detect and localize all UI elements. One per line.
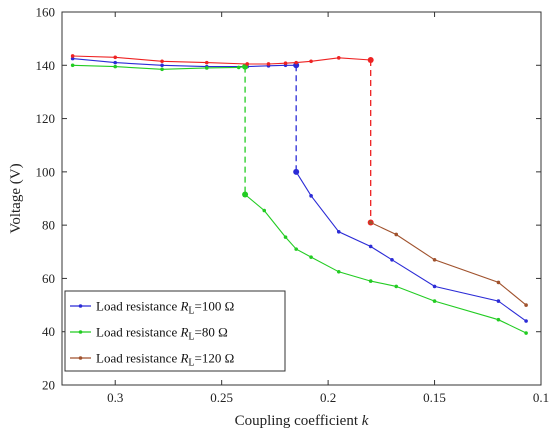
series-lower-point xyxy=(262,208,267,213)
y-tick-label: 140 xyxy=(36,58,56,73)
series-lower-point xyxy=(368,279,373,283)
series-lower-point xyxy=(432,284,437,289)
series-upper-point xyxy=(160,67,164,72)
x-tick-label: 0.2 xyxy=(320,390,336,405)
x-axis-title-variable: k xyxy=(362,413,369,429)
legend-marker xyxy=(78,304,83,308)
series-lower-point xyxy=(496,299,501,303)
series-upper-point xyxy=(113,60,118,65)
legend-box xyxy=(64,290,286,372)
y-tick-label: 160 xyxy=(36,5,56,20)
x-axis-ticks: 0.3 0.25 0.2 0.15 0.1 xyxy=(107,12,549,405)
series-upper-point xyxy=(245,62,250,66)
x-tick-label: 0.25 xyxy=(210,390,233,405)
y-tick-label: 20 xyxy=(42,378,55,393)
series-upper-point xyxy=(70,56,75,61)
series-lower-point xyxy=(394,284,399,289)
y-tick-label: 40 xyxy=(42,324,55,339)
legend-label: Load resistance RL=80 Ω xyxy=(96,325,228,343)
y-axis-title: Voltage (V) xyxy=(8,163,24,233)
series-lower-point xyxy=(496,317,501,322)
y-tick-label: 60 xyxy=(42,271,55,286)
series-upper-point xyxy=(294,60,298,65)
legend-label: Load resistance RL=120 Ω xyxy=(96,351,234,369)
series-lower-line xyxy=(295,171,527,322)
legend-label: Load resistance RL=100 Ω xyxy=(96,299,234,317)
series-upper-point xyxy=(283,61,288,65)
series-upper-point xyxy=(204,66,209,70)
series-lower-point xyxy=(524,303,528,307)
series-jump-start-point xyxy=(293,62,300,69)
series-lower-point xyxy=(394,232,399,237)
plot-marks xyxy=(70,54,528,335)
series-upper-point xyxy=(113,64,118,69)
series-upper-point xyxy=(204,60,209,65)
series-lower-point xyxy=(496,280,501,285)
plot-frame xyxy=(61,11,542,386)
series-lower-point xyxy=(294,247,298,251)
series-lower-point xyxy=(432,299,437,303)
series-lower-point xyxy=(309,255,313,259)
x-tick-label: 0.15 xyxy=(423,390,446,405)
series-upper-point xyxy=(160,59,164,64)
series-lower-point xyxy=(336,269,341,274)
series-upper-point xyxy=(236,65,241,70)
y-tick-label: 100 xyxy=(36,164,56,179)
x-tick-label: 0.3 xyxy=(107,390,123,405)
series-lower-point xyxy=(309,194,313,198)
series-upper-point xyxy=(266,62,271,66)
series-lower-point xyxy=(368,220,373,225)
series-upper-line xyxy=(72,58,297,68)
series-lower-point xyxy=(336,230,341,234)
x-axis-title: Coupling coefficient k xyxy=(235,413,369,429)
x-axis-title-main: Coupling coefficient xyxy=(235,413,359,429)
series-upper-point xyxy=(113,55,118,60)
series-lower-point xyxy=(294,170,298,174)
series-upper-point xyxy=(160,63,164,68)
series-lower-point xyxy=(283,235,288,239)
legend: Load resistance RL=100 Ω Load resistance … xyxy=(64,290,286,372)
series-lower-point xyxy=(390,257,394,262)
y-axis-ticks: 20 40 60 80 100 120 140 160 xyxy=(36,5,541,393)
y-tick-label: 120 xyxy=(36,111,56,126)
y-tick-label: 80 xyxy=(42,218,55,233)
series-jump-start-point xyxy=(367,56,374,63)
legend-marker xyxy=(78,356,83,360)
legend-marker xyxy=(78,330,83,334)
series-upper-point xyxy=(336,56,341,60)
series-lower-point xyxy=(432,257,437,262)
series-upper-point xyxy=(70,54,75,58)
series-upper-point xyxy=(70,63,75,68)
series-upper-point xyxy=(309,59,313,64)
series-lower-point xyxy=(243,192,247,197)
series-lower-point xyxy=(524,331,528,335)
series-lower-point xyxy=(368,244,373,249)
x-tick-label: 0.1 xyxy=(533,390,549,405)
series-lower-point xyxy=(524,319,528,323)
